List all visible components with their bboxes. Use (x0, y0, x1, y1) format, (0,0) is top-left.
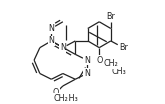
Text: CH₂: CH₂ (103, 59, 118, 68)
Text: CH₂: CH₂ (54, 94, 68, 103)
Text: N: N (84, 56, 90, 65)
Text: N: N (60, 43, 66, 52)
Text: N: N (84, 69, 90, 78)
Text: N: N (48, 24, 54, 33)
Text: CH₃: CH₃ (111, 67, 126, 76)
Text: Br: Br (106, 12, 115, 20)
Text: Br: Br (119, 43, 128, 52)
Text: O: O (96, 56, 102, 65)
Text: N: N (48, 36, 54, 45)
Text: O: O (53, 88, 59, 97)
Text: CH₃: CH₃ (63, 94, 78, 103)
